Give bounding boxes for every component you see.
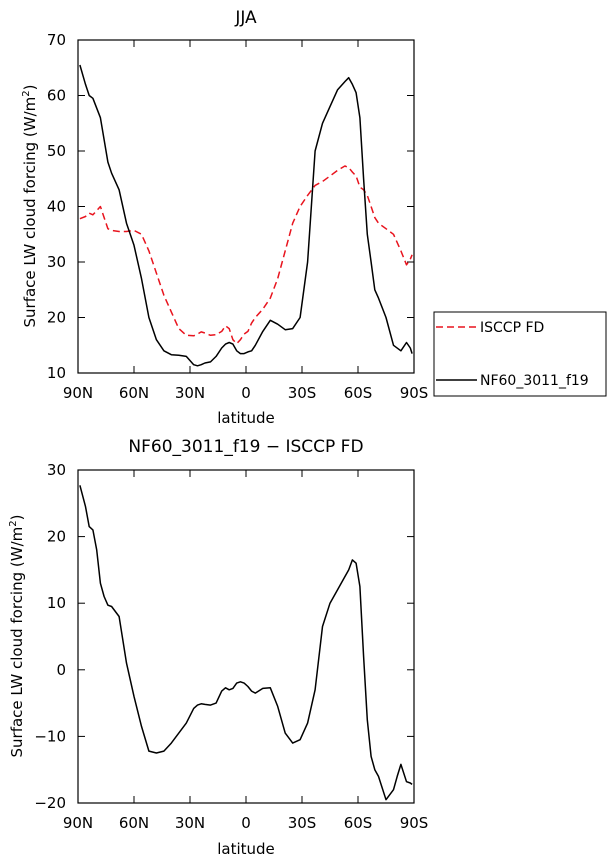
x-tick-label: 90N [63,814,93,832]
bottom-chart-x-tick-labels: 90N 60N 30N 0 30S 60S 90S [63,814,428,832]
top-chart: JJA 10 20 30 40 50 60 70 90N 60N 30N 0 30S 60S 90S l… [21,8,607,427]
bottom-chart-x-axis-label: latitude [217,840,275,858]
bottom-chart-y-axis-label-main: Surface LW cloud forcing (W/m [8,527,26,758]
x-tick-label: 0 [241,384,251,402]
top-chart-y-tick-labels: 10 20 30 40 50 60 70 [47,31,66,382]
top-chart-x-tick-labels: 90N 60N 30N 0 30S 60S 90S [63,384,428,402]
x-tick-label: 90S [400,384,429,402]
y-tick-label: 30 [47,461,66,479]
bottom-chart-frame [77,469,415,804]
series-line-isccp-fd [79,165,413,345]
top-chart-y-axis-label: Surface LW cloud forcing (W/m2) [21,85,39,328]
bottom-chart-title: NF60_3011_f19 − ISCCP FD [128,437,363,457]
bottom-chart-series [79,485,413,801]
x-tick-label: 30N [175,384,205,402]
y-tick-label: 0 [56,661,66,679]
x-tick-label: 30S [288,384,317,402]
y-tick-label: 20 [47,528,66,546]
top-chart-ticks [77,39,415,374]
y-tick-label: 70 [47,31,66,49]
y-tick-label: 30 [47,253,66,271]
bottom-chart-y-axis-label-sup: 2 [8,520,19,526]
legend-label-isccp-fd: ISCCP FD [480,320,544,336]
legend-label-nf60-3011-f19: NF60_3011_f19 [480,373,589,389]
y-tick-label: −20 [34,794,66,812]
y-tick-label: −10 [34,727,66,745]
series-line-nf60-3011-f19 [79,64,413,367]
legend-box [433,311,607,397]
x-tick-label: 90S [400,814,429,832]
x-tick-label: 60S [344,814,373,832]
series-line-difference [79,485,413,801]
y-tick-label: 40 [47,198,66,216]
y-tick-label: 10 [47,364,66,382]
top-chart-series [79,64,413,367]
bottom-chart-y-tick-labels: −20 −10 0 10 20 30 [34,461,66,812]
x-tick-label: 90N [63,384,93,402]
x-tick-label: 30S [288,814,317,832]
top-chart-y-axis-label-close: ) [21,85,39,91]
y-tick-label: 50 [47,142,66,160]
top-chart-y-axis-label-main: Surface LW cloud forcing (W/m [21,97,39,328]
top-chart-x-axis-label: latitude [217,409,275,427]
bottom-chart-ticks [77,469,415,804]
x-tick-label: 60S [344,384,373,402]
top-chart-frame [77,39,415,374]
legend: ISCCP FD NF60_3011_f19 [433,311,607,397]
x-tick-label: 30N [175,814,205,832]
y-tick-label: 60 [47,87,66,105]
x-tick-label: 60N [119,814,149,832]
x-tick-label: 60N [119,384,149,402]
bottom-chart-y-axis-label-close: ) [8,515,26,521]
bottom-chart-y-axis-label: Surface LW cloud forcing (W/m2) [8,515,26,758]
x-tick-label: 0 [241,814,251,832]
y-tick-label: 10 [47,594,66,612]
top-chart-title: JJA [234,8,257,28]
y-tick-label: 20 [47,309,66,327]
top-chart-y-axis-label-sup: 2 [21,90,32,96]
